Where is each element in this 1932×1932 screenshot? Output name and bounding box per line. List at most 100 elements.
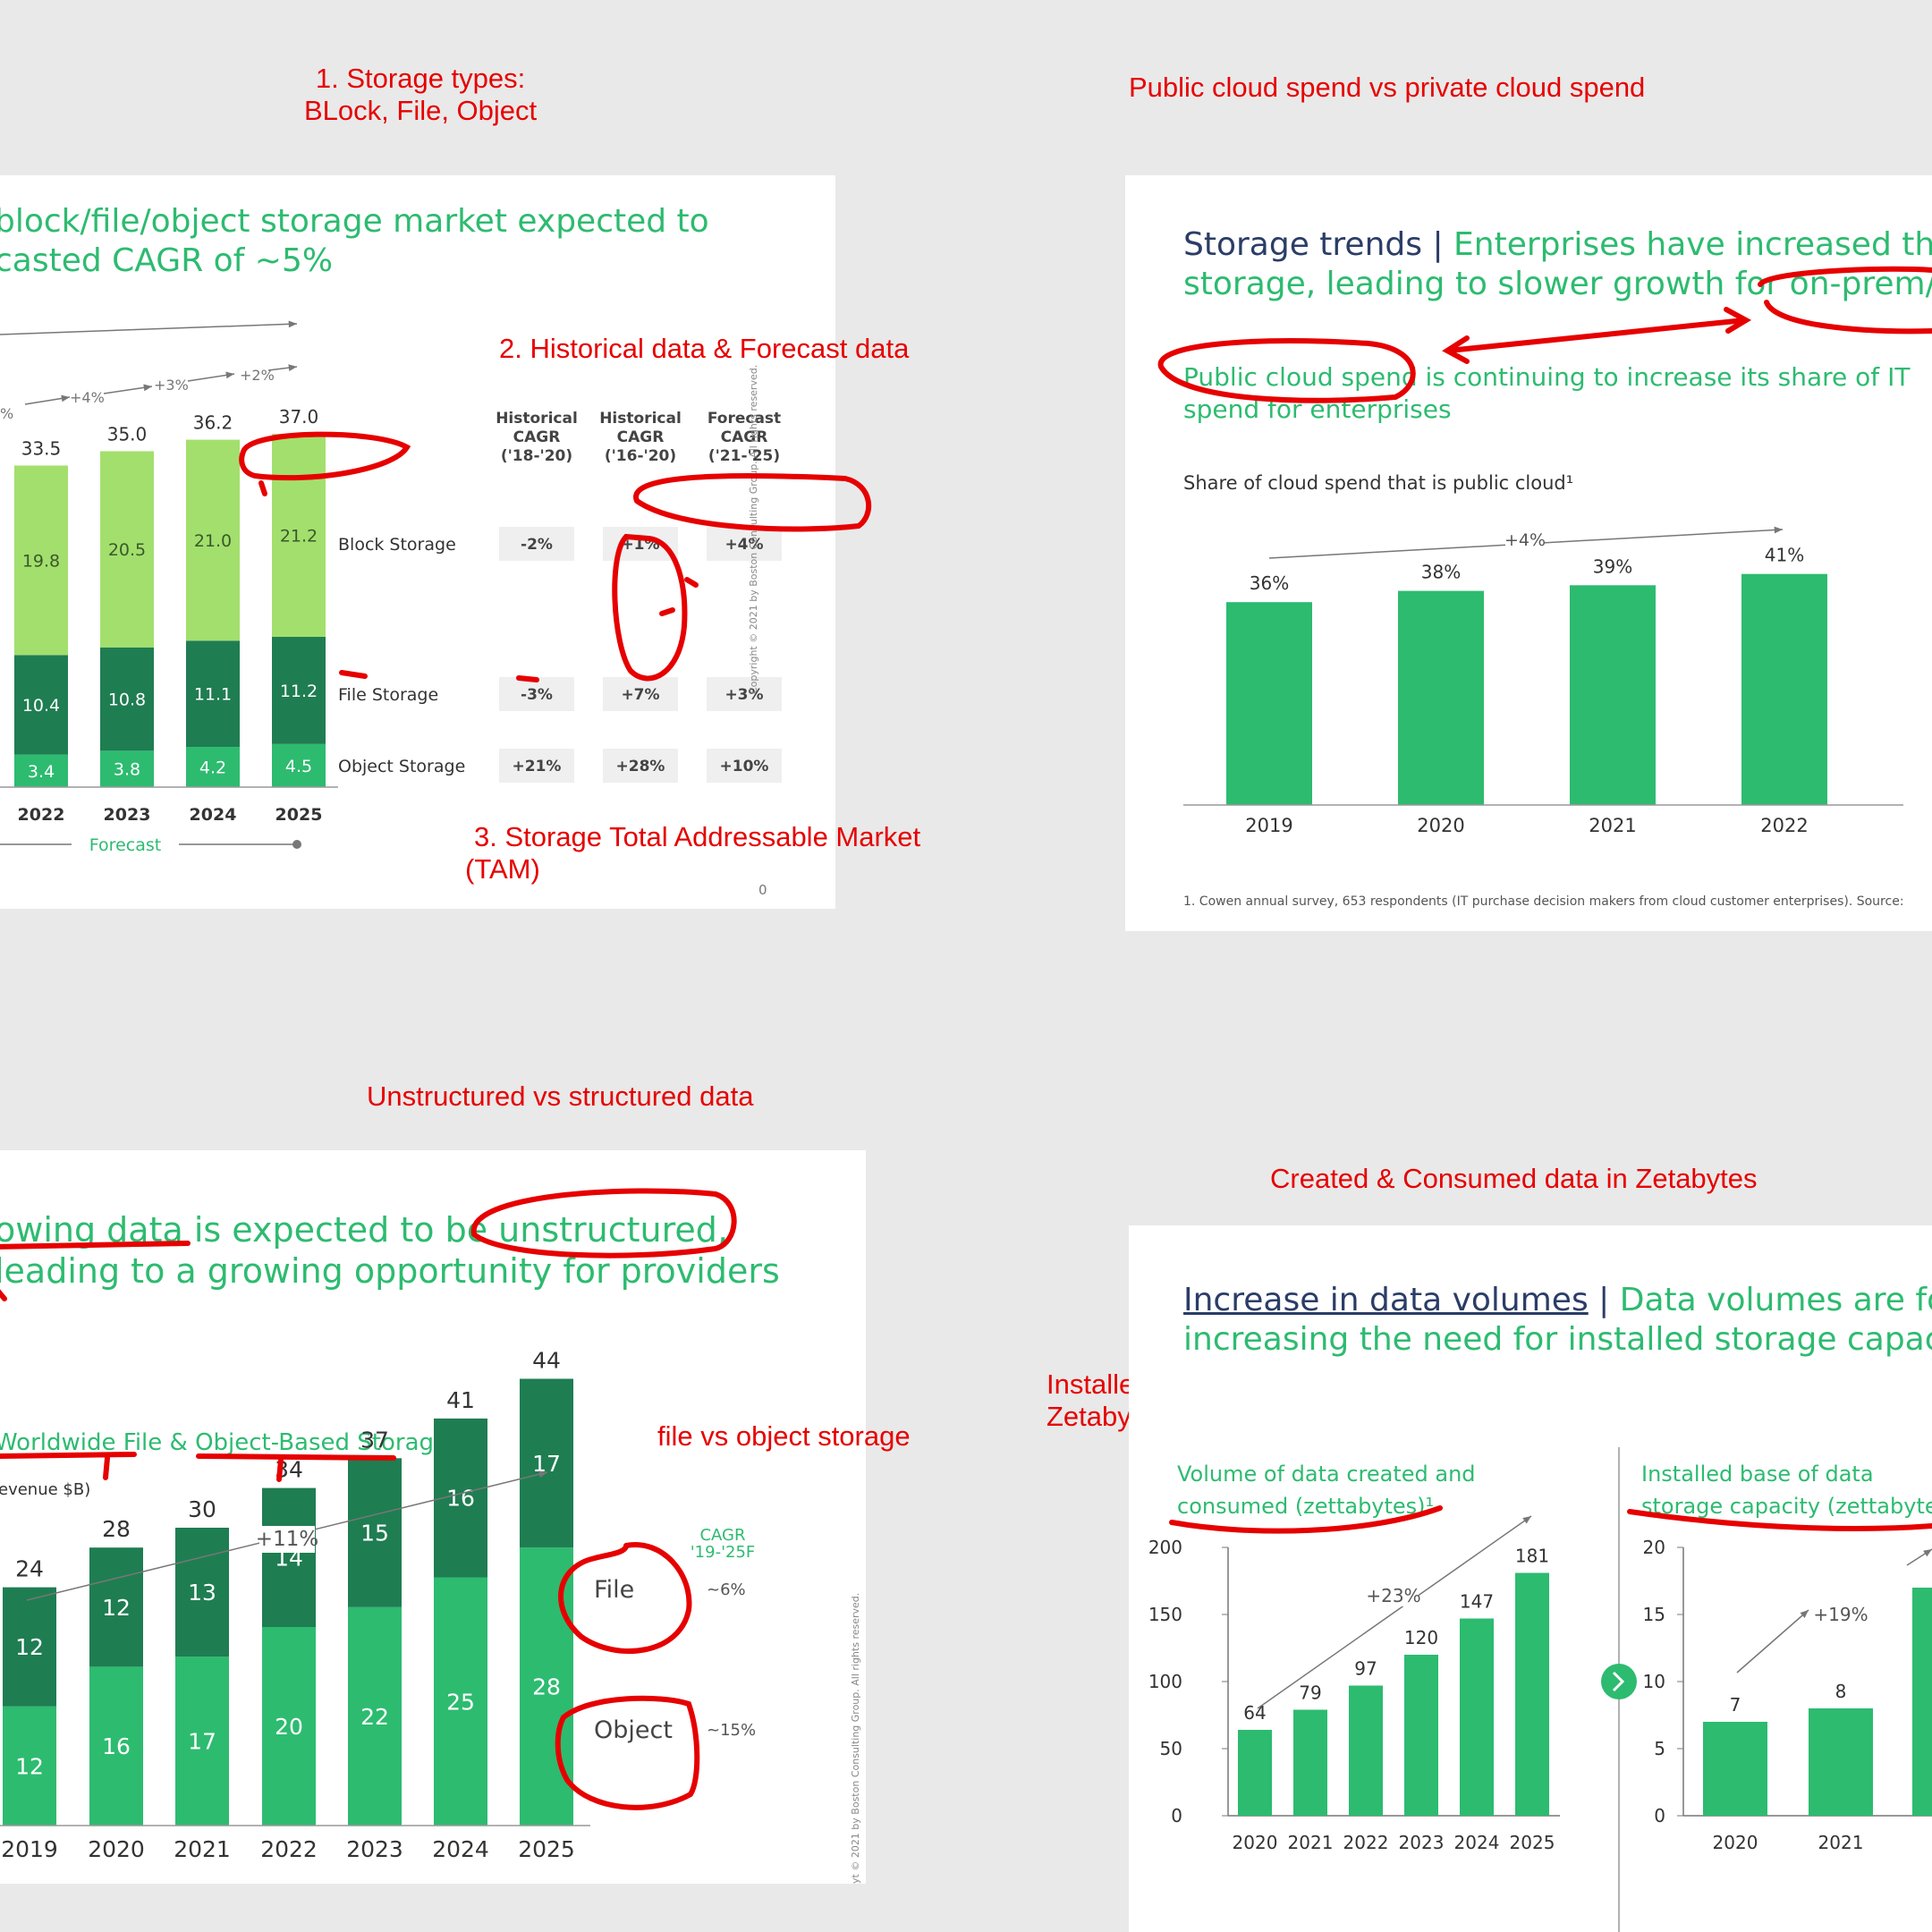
x-tick-2021: 2021	[174, 1836, 231, 1862]
slide3-copyright: yt © 2021 by Boston Consulting Group. Al…	[850, 1592, 861, 1884]
cagr-cell-2-0	[499, 749, 574, 783]
right-x-tick-2021: 2021	[1818, 1832, 1864, 1853]
note-tam-line1: 3. Storage Total Addressable Market	[474, 821, 921, 852]
x-tick-2020: 2020	[1417, 815, 1464, 836]
x-tick-2022: 2022	[260, 1836, 318, 1862]
right-y-tick-15: 15	[1643, 1604, 1665, 1625]
bar-object-storage-2024	[186, 747, 240, 787]
right-bar-label-2020: 7	[1730, 1694, 1741, 1716]
bar-label-object-storage-2023: 3.8	[114, 760, 140, 780]
bar-total-2020: 28	[102, 1516, 131, 1542]
trend-arrow	[0, 323, 298, 335]
bar-total-2022: 34	[275, 1457, 303, 1483]
bar-label-object-2025: 28	[532, 1674, 561, 1700]
bar-file-2020	[89, 1547, 143, 1667]
bar-file-2023	[348, 1458, 402, 1607]
x-tick-2025: 2025	[275, 805, 323, 825]
next-chevron-mark	[1612, 1671, 1625, 1692]
slide4-title-line1: Increase in data volumes | Data volumes …	[1183, 1281, 1932, 1320]
bar-object-2022	[262, 1627, 316, 1826]
bar-label-file-storage-2024: 11.1	[194, 685, 232, 705]
bar-label-object-storage-2022: 3.4	[28, 762, 55, 782]
bar-label-2021: 39%	[1593, 555, 1632, 577]
bar-2021	[1570, 585, 1656, 805]
left-bar-label-2021: 79	[1299, 1682, 1321, 1704]
slide4-title-navy: Increase in data volumes	[1183, 1282, 1589, 1318]
x-tick-2024: 2024	[190, 805, 237, 825]
cagr-header-2-1: CAGR	[721, 428, 768, 446]
left-bar-label-2025: 181	[1515, 1546, 1549, 1567]
note-file-object: file vs object storage	[657, 1420, 911, 1452]
bar-object-2019	[3, 1706, 56, 1826]
bar-label-file-2021: 13	[188, 1580, 216, 1606]
bar-file-storage-2025	[272, 637, 326, 744]
next-chevron-icon	[1601, 1664, 1637, 1699]
bar-total-2024: 41	[446, 1387, 475, 1413]
slide2-chart-caption: Share of cloud spend that is public clou…	[1183, 472, 1574, 494]
note-historical-forecast: 2. Historical data & Forecast data	[499, 333, 910, 364]
left-x-tick-2020: 2020	[1233, 1832, 1278, 1853]
cagr-value-0-1: +1%	[621, 536, 659, 554]
x-tick-2022: 2022	[1760, 815, 1808, 836]
right-growth-label: +19%	[1813, 1604, 1868, 1625]
left-bar-2022	[1349, 1685, 1383, 1816]
x-tick-2020: 2020	[88, 1836, 145, 1862]
trend-arrow-head	[1774, 526, 1783, 534]
slide4-title: Increase in data volumes | Data volumes …	[1183, 1281, 1932, 1360]
note-created-consumed: Created & Consumed data in Zetabytes	[1270, 1163, 1758, 1194]
bar-label-file-storage-2023: 10.8	[108, 691, 146, 710]
slide1-page-number: 0	[758, 882, 767, 898]
right-bar-2021	[1809, 1708, 1873, 1816]
x-tick-2019: 2019	[1245, 815, 1292, 836]
slide2-chart: 36% 2019 38% 2020 39% 2021 41% 2022 +4%	[1183, 526, 1903, 836]
slide3-chart: 1212242019161228202017133020212014342022…	[0, 1348, 756, 1862]
growth-label: +11%	[256, 1528, 318, 1551]
cagr-header-line1: CAGR	[699, 1526, 745, 1545]
trend-arrow-head	[288, 320, 297, 328]
slide1-title-line1: block/file/object storage market expecte…	[0, 203, 709, 240]
growth-label: +4%	[1504, 530, 1546, 550]
left-x-tick-2025: 2025	[1510, 1832, 1555, 1853]
bar-block-storage-2022	[14, 465, 68, 656]
x-tick-2025: 2025	[518, 1836, 575, 1862]
cagr-header-0-1: CAGR	[513, 428, 561, 446]
legend-object: Object	[594, 1716, 673, 1744]
bar-total-2024: 36.2	[193, 412, 233, 434]
growth-label-bg	[259, 1526, 315, 1553]
bar-label-object-storage-2024: 4.2	[199, 758, 226, 778]
bar-file-storage-2024	[186, 640, 240, 748]
bar-object-storage-2022	[14, 754, 68, 787]
slide4-left-caption-line1: Volume of data created and	[1177, 1462, 1476, 1487]
left-y-tick-200: 200	[1148, 1537, 1182, 1558]
left-y-tick-100: 100	[1148, 1671, 1182, 1692]
bar-label-file-2019: 12	[15, 1634, 44, 1660]
left-x-tick-2022: 2022	[1343, 1832, 1389, 1853]
cagr-value-1-2: +3%	[724, 686, 763, 704]
cagr-header-1-0: Historical	[599, 410, 682, 428]
bar-total-2025: 44	[532, 1348, 561, 1374]
cagr-header-0-0: Historical	[496, 410, 578, 428]
slide-public-cloud: Storage trends | Enterprises have increa…	[1125, 175, 1932, 931]
cagr-header-0-2: ('18-'20)	[501, 447, 572, 465]
slide4-right-caption-line1: Installed base of data	[1641, 1462, 1874, 1487]
cagr-cell-0-2	[707, 527, 782, 561]
bar-label-file-2024: 16	[446, 1486, 475, 1512]
bar-file-2019	[3, 1587, 56, 1707]
note-tam-line2: (TAM)	[465, 853, 540, 885]
cagr-header-2-0: Forecast	[708, 410, 781, 428]
right-y-tick-0: 0	[1654, 1805, 1665, 1826]
cagr-header-1-2: ('16-'20)	[605, 447, 676, 465]
slide2-title-sep: |	[1432, 226, 1444, 263]
growth-label-0: %	[0, 405, 13, 422]
bar-label-object-2022: 20	[275, 1714, 303, 1740]
slide-unstructured: owing data is expected to be unstructure…	[0, 1150, 866, 1884]
right-trend-arrow	[1736, 1609, 1809, 1674]
left-bar-label-2024: 147	[1460, 1591, 1494, 1613]
row-label-0: Block Storage	[338, 535, 456, 555]
x-tick-2021: 2021	[1589, 815, 1636, 836]
left-bar-label-2023: 120	[1404, 1627, 1438, 1648]
bar-object-storage-2025	[272, 743, 326, 787]
slide2-title-line1: Storage trends | Enterprises have increa…	[1183, 225, 1932, 265]
cagr-value-2-0: +21%	[513, 758, 562, 775]
bar-label-block-storage-2022: 19.8	[22, 551, 60, 571]
